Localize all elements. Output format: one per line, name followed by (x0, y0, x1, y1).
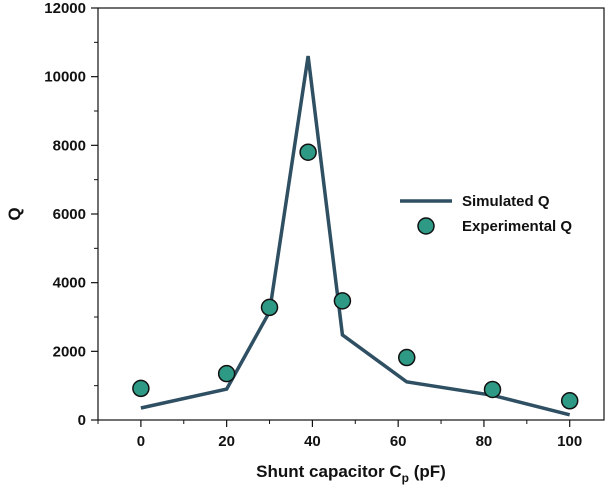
y-tick-label: 12000 (44, 0, 86, 17)
y-tick-label: 10000 (44, 69, 86, 86)
experimental-q-point (560, 392, 579, 410)
y-tick-label: 0 (78, 412, 86, 429)
experimental-q-point (299, 143, 317, 161)
y-axis-title: Q (5, 207, 24, 220)
legend-simulated-label: Simulated Q (462, 193, 550, 210)
x-tick-label: 100 (557, 433, 582, 450)
x-axis-title-main: Shunt capacitor C (256, 462, 401, 481)
experimental-q-point (132, 379, 150, 398)
simulated-q-line (140, 55, 571, 417)
x-tick-label: 20 (218, 433, 235, 450)
experimental-q-point (483, 380, 502, 399)
series-layer (132, 55, 579, 417)
legend: Simulated Q Experimental Q (400, 193, 572, 235)
legend-experimental-label: Experimental Q (462, 218, 572, 235)
x-axis-title: Shunt capacitor Cp (pF) (256, 462, 446, 485)
x-axis-title-unit: (pF) (409, 462, 446, 481)
ticks-layer: 0 20 40 60 80 100 0 2000 4000 6000 8000 10000 12000 (44, 0, 582, 450)
experimental-q-point (333, 292, 352, 310)
experimental-q-point (397, 348, 416, 367)
y-tick-label: 4000 (53, 275, 86, 292)
y-tick-label: 8000 (53, 137, 86, 154)
x-axis-title-subscript: p (402, 471, 409, 485)
y-tick-label: 6000 (53, 206, 86, 223)
x-tick-label: 80 (476, 433, 493, 450)
experimental-q-point (217, 364, 236, 383)
x-tick-label: 0 (137, 433, 145, 450)
y-tick-label: 2000 (53, 343, 86, 360)
axes (97, 7, 605, 421)
plot-frame (97, 7, 605, 421)
x-tick-label: 40 (304, 433, 321, 450)
x-tick-label: 60 (390, 433, 407, 450)
legend-experimental-marker-icon (417, 217, 435, 235)
experimental-q-point (260, 298, 279, 317)
